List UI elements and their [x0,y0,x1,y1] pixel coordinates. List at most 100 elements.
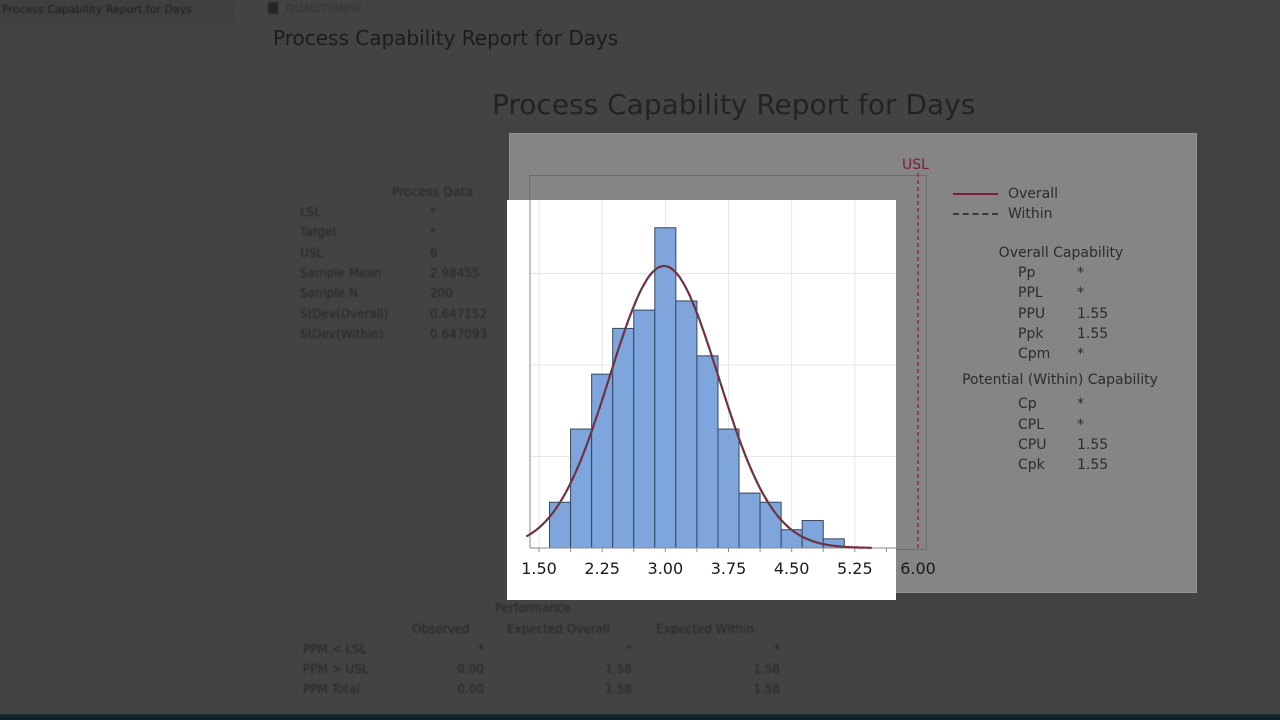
capability-stats: Overall Capability Pp * PPL * PPU 1.55 Ppk 1.55… [946,243,1186,476]
stat-value: 200 [430,286,453,301]
x-tick-label: 4.50 [774,559,810,578]
within-normal-curve [526,265,872,549]
histogram-bar [675,300,698,549]
stat-label: PPL [1018,285,1043,302]
stat-label: PPU [1018,305,1046,322]
column-header-expected-overall: Expected Overall [507,622,610,636]
stat-row: Pp * [946,263,1186,283]
histogram-bar [696,355,719,549]
x-tick-label: 5.25 [837,559,873,578]
stat-row: Sample N 200 [300,283,505,303]
overall-capability-heading: Overall Capability [998,245,1124,261]
stat-row: StDev(Within) 0.647093 [300,324,505,344]
stat-label: USL [300,245,324,260]
stat-row: PPL * [946,283,1186,303]
stat-label: Cpm [1018,346,1051,363]
within-capability-heading: Potential (Within) Capability [962,372,1158,389]
row-label: PPM Total [303,682,360,696]
stat-label: Sample N [300,286,358,301]
performance-row: PPM < LSL * * * [300,642,780,662]
histogram-bar [612,327,635,549]
expected-within-value: * [774,642,780,656]
legend-label: Overall [1008,186,1059,202]
taskbar [0,714,1280,720]
output-header-title: Process Capability Report for Days [273,26,619,50]
stat-value: 1.55 [1077,457,1109,474]
stat-value: 1.55 [1077,305,1109,322]
expected-within-value: 1.58 [753,682,780,696]
stat-label: CPL [1018,416,1045,433]
stat-row: Cpm * [946,344,1186,364]
stat-label: Ppk [1018,325,1044,342]
dashed-line-icon [953,213,998,215]
stat-value: 6 [430,245,438,260]
histogram-bar [717,428,740,549]
solid-line-icon [953,193,998,195]
plot-area [525,200,896,552]
column-header-observed: Observed [412,622,470,636]
stat-value: 1.55 [1077,437,1109,454]
usl-marker-label: USL [902,157,929,173]
stat-row: CPL * [946,415,1186,435]
legend-item-overall: Overall [953,184,1058,204]
expected-overall-value: * [626,642,632,656]
x-tick-label: 3.75 [711,559,747,578]
stat-value: * [1077,396,1084,413]
stat-row: CPU 1.55 [946,435,1186,455]
x-tick-label: 6.00 [900,559,936,578]
project-file-tab[interactable]: QUALITY.MPW [268,0,361,16]
x-tick-label: 1.50 [521,559,557,578]
x-tick-label: 3.00 [648,559,684,578]
chart-legend: Overall Within [953,184,1058,224]
stat-value: * [1077,346,1084,363]
stat-value: * [1077,285,1084,302]
report-nav-item[interactable]: Process Capability Report for Days [0,0,235,24]
stat-label: CPU [1018,437,1047,454]
observed-value: * [478,642,484,656]
process-data-heading: Process Data [391,184,474,199]
performance-row: PPM Total 0.00 1.58 1.58 [300,682,780,702]
histogram-bar [738,492,761,549]
stat-label: Target [300,225,338,240]
expected-overall-value: 1.58 [605,682,632,696]
histogram-bar [759,501,782,549]
legend-item-within: Within [953,204,1058,224]
performance-heading: Performance [495,601,572,615]
column-header-expected-within: Expected Within [656,622,754,636]
histogram-bar [780,529,803,549]
stat-row: StDev(Overall) 0.647152 [300,303,505,323]
stat-value: * [430,205,436,220]
stat-label: Pp [1018,265,1036,281]
expected-within-value: 1.58 [753,662,780,676]
x-tick-label: 2.25 [584,559,620,578]
legend-label: Within [1008,206,1053,222]
stat-label: Sample Mean [300,266,382,281]
stat-row: Ppk 1.55 [946,324,1186,344]
stat-label: Cp [1018,396,1037,413]
report-nav-label: Process Capability Report for Days [2,3,192,16]
performance-row: PPM > USL 0.00 1.58 1.58 [300,662,780,682]
stat-row: PPU 1.55 [946,304,1186,324]
stat-value: * [430,225,436,240]
stat-row: Cpk 1.55 [946,455,1186,475]
stat-row: Target * [300,222,505,242]
observed-value: 0.00 [457,682,484,696]
process-data-table: Process Data LSL * Target * USL 6 Sample Mean 2… [300,184,505,344]
histogram-bar [549,501,572,549]
histogram-bar [654,227,677,549]
stat-label: StDev(Within) [300,326,384,341]
row-label: PPM < LSL [303,642,367,656]
stat-row: Cp * [946,394,1186,414]
stat-value: 0.647093 [430,326,488,341]
stat-value: 0.647152 [430,306,488,321]
stat-value: * [1077,265,1084,281]
row-label: PPM > USL [303,662,369,676]
stat-label: StDev(Overall) [300,306,389,321]
stat-value: * [1077,416,1084,433]
stat-label: LSL [300,205,321,220]
report-title: Process Capability Report for Days [492,88,976,121]
project-file-name: QUALITY.MPW [286,1,362,15]
stat-value: 2.98455 [430,266,480,281]
stat-value: 1.55 [1077,325,1109,342]
